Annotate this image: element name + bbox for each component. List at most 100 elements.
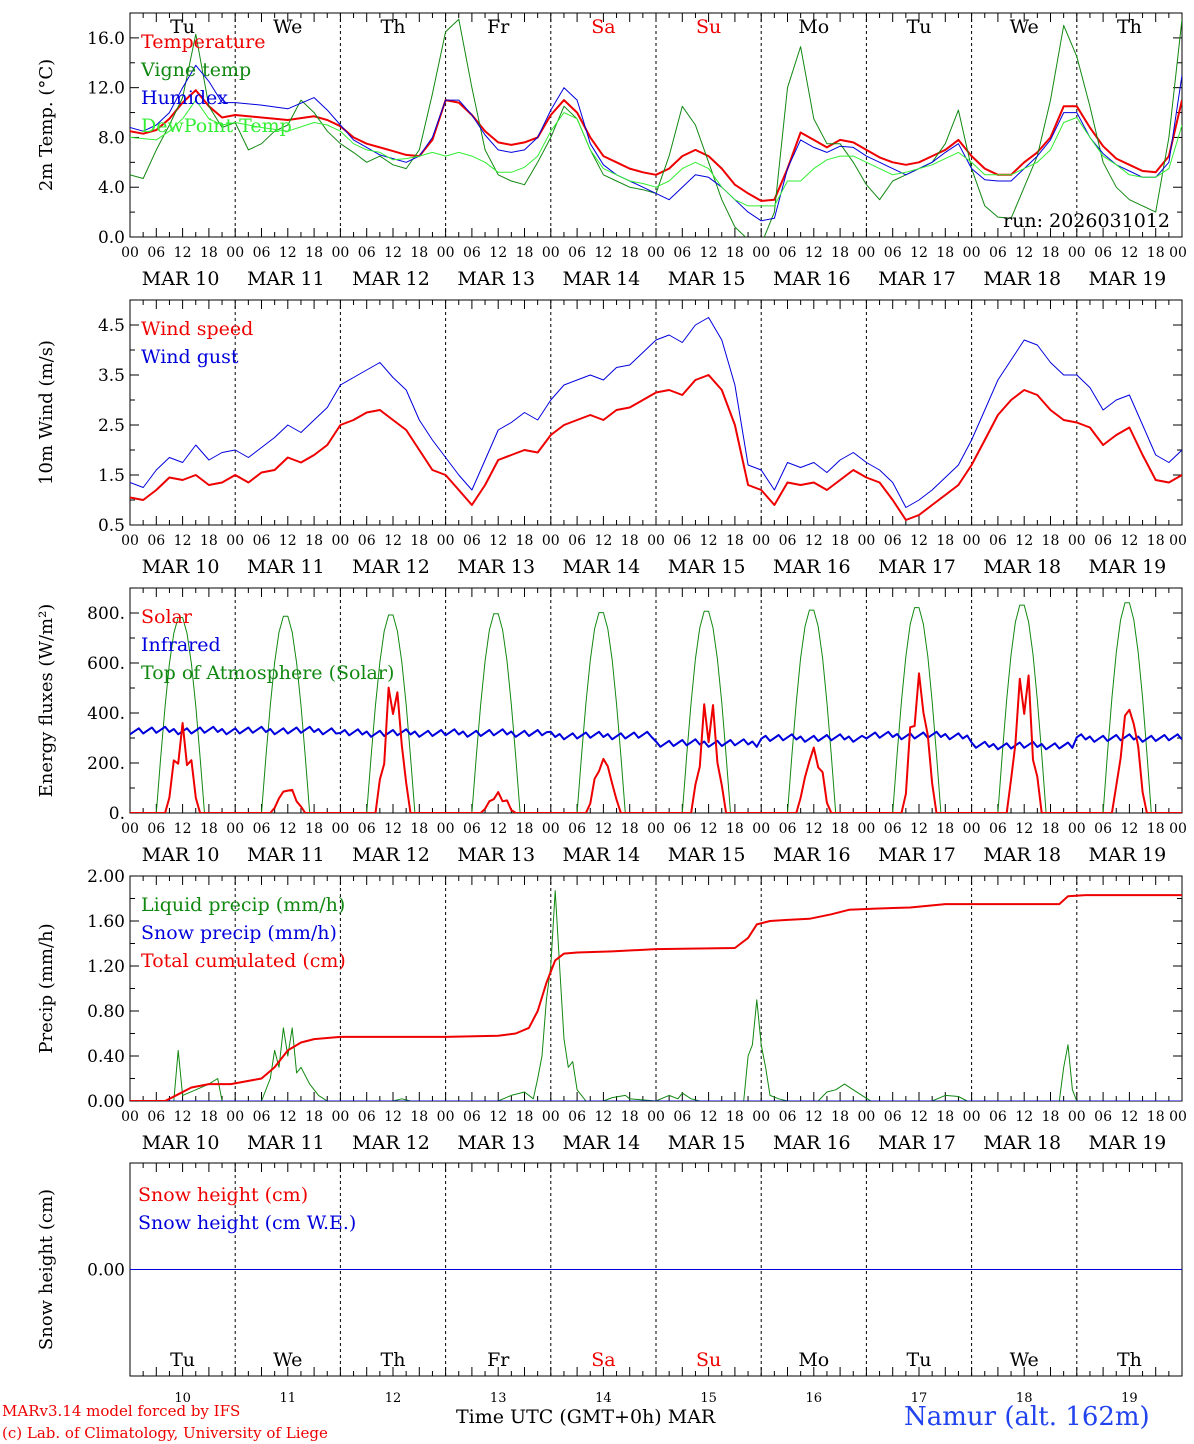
weekday-label: Tu: [907, 16, 932, 38]
date-label: MAR 10: [142, 1132, 220, 1154]
snow-y-tick-label: 0.00: [87, 1261, 125, 1281]
hour-tick-label: 12: [384, 1109, 402, 1125]
date-label: MAR 10: [142, 844, 220, 866]
energy-y-axis-label: Energy fluxes (W/m²): [36, 604, 57, 798]
hour-tick-label: 18: [726, 1109, 744, 1125]
hour-tick-label: 18: [621, 821, 639, 837]
date-label: MAR 12: [352, 1132, 430, 1154]
wind-y-axis-label: 10m Wind (m/s): [36, 340, 57, 485]
credit-line-2: (c) Lab. of Climatology, University of L…: [2, 1424, 328, 1442]
hour-tick-label: 06: [253, 245, 271, 261]
hour-tick-label: 18: [305, 1109, 323, 1125]
date-label: MAR 13: [457, 556, 535, 578]
hour-tick-label: 12: [279, 533, 297, 549]
panel-wind: [129, 299, 1183, 526]
model-credit: MARv3.14 model forced by IFS (c) Lab. of…: [2, 1400, 328, 1444]
day-number-label: 11: [280, 1391, 297, 1406]
energy-legend-top-of-atmosphere-solar-: Top of Atmosphere (Solar): [141, 662, 394, 684]
hour-tick-label: 12: [1015, 245, 1033, 261]
energy-y-tick-label: 200.: [87, 754, 125, 774]
hour-tick-label: 00: [331, 245, 349, 261]
hour-tick-label: 12: [700, 245, 718, 261]
weekday-label: Sa: [591, 16, 615, 38]
precip-y-tick-label: 0.00: [87, 1092, 125, 1112]
energy-frame: [129, 587, 1183, 814]
day-number-label: 15: [700, 1391, 717, 1406]
hour-tick-label: 06: [147, 821, 165, 837]
day-number-label: 12: [385, 1391, 402, 1406]
wind-y-tick-label: 4.5: [98, 316, 125, 336]
hour-tick-label: 18: [410, 821, 428, 837]
date-label: MAR 11: [247, 844, 325, 866]
date-label: MAR 14: [563, 844, 641, 866]
weekday-label: We: [1010, 1349, 1039, 1371]
hour-tick-label: 12: [384, 533, 402, 549]
weekday-label: Th: [1117, 16, 1142, 38]
hour-tick-label: 06: [1094, 821, 1112, 837]
day-number-label: 13: [490, 1391, 507, 1406]
precip-legend-total-cumulated-cm-: Total cumulated (cm): [141, 950, 346, 972]
hour-tick-label: 12: [594, 1109, 612, 1125]
hour-tick-label: 12: [910, 1109, 928, 1125]
hour-tick-label: 12: [489, 821, 507, 837]
hour-tick-label: 00: [1068, 533, 1086, 549]
temperature-legend-humidex: Humidex: [141, 87, 228, 109]
hour-tick-label: 18: [200, 1109, 218, 1125]
hour-tick-label: 00: [121, 821, 139, 837]
hour-tick-label: 12: [384, 821, 402, 837]
hour-tick-label: 00: [752, 1109, 770, 1125]
precip-y-tick-label: 2.00: [87, 867, 125, 887]
energy-y-tick-label: 600.: [87, 654, 125, 674]
date-label: MAR 14: [563, 268, 641, 290]
precip-y-axis-label: Precip (mm/h): [36, 923, 57, 1053]
hour-tick-label: 00: [752, 245, 770, 261]
precip-series-liquid-precip-mm-h-: [130, 890, 1182, 1101]
day-number-label: 10: [174, 1391, 191, 1406]
hour-tick-label: 00: [857, 821, 875, 837]
temperature-series-humidex: [130, 64, 1182, 222]
hour-tick-label: 12: [594, 821, 612, 837]
weekday-label: We: [273, 16, 302, 38]
hour-tick-label: 00: [226, 533, 244, 549]
date-label: MAR 19: [1089, 1132, 1167, 1154]
hour-tick-label: 00: [647, 821, 665, 837]
temperature-y-tick-label: 8.0: [98, 128, 125, 148]
hour-tick-label: 06: [253, 533, 271, 549]
weekday-label: Su: [696, 16, 721, 38]
hour-tick-label: 18: [1042, 533, 1060, 549]
temperature-y-tick-label: 0.0: [98, 228, 125, 248]
precip-series-total-cumulated-cm-: [130, 894, 1182, 1101]
panel-temperature: [129, 12, 1183, 238]
x-axis-month: MAR: [667, 1406, 716, 1428]
date-label: MAR 16: [773, 844, 851, 866]
temperature-y-tick-label: 16.0: [87, 29, 125, 49]
date-label: MAR 12: [352, 844, 430, 866]
day-number-label: 17: [911, 1391, 928, 1406]
hour-tick-label: 06: [989, 533, 1007, 549]
hour-tick-label: 06: [463, 245, 481, 261]
x-axis-title-text: Time UTC (GMT+0h): [456, 1406, 662, 1428]
wind-y-tick-label: 1.5: [98, 466, 125, 486]
hour-tick-label: 00: [542, 1109, 560, 1125]
hour-tick-label: 18: [305, 245, 323, 261]
wind-y-tick-label: 2.5: [98, 416, 125, 436]
hour-tick-label: 18: [516, 245, 534, 261]
hour-tick-label: 06: [779, 1109, 797, 1125]
hour-tick-label: 18: [831, 245, 849, 261]
date-label: MAR 15: [668, 556, 746, 578]
wind-series-wind-gust: [130, 317, 1182, 508]
hour-tick-label: 06: [358, 1109, 376, 1125]
date-label: MAR 10: [142, 268, 220, 290]
hour-tick-label: 12: [384, 245, 402, 261]
hour-tick-label: 06: [673, 245, 691, 261]
date-label: MAR 17: [878, 556, 956, 578]
date-label: MAR 11: [247, 1132, 325, 1154]
hour-tick-label: 06: [1094, 533, 1112, 549]
hour-tick-label: 12: [1120, 821, 1138, 837]
hour-tick-label: 06: [989, 821, 1007, 837]
wind-frame: [129, 299, 1183, 526]
precip-y-tick-label: 0.40: [87, 1047, 125, 1067]
hour-tick-label: 00: [121, 245, 139, 261]
hour-tick-label: 18: [305, 821, 323, 837]
hour-tick-label: 00: [857, 1109, 875, 1125]
